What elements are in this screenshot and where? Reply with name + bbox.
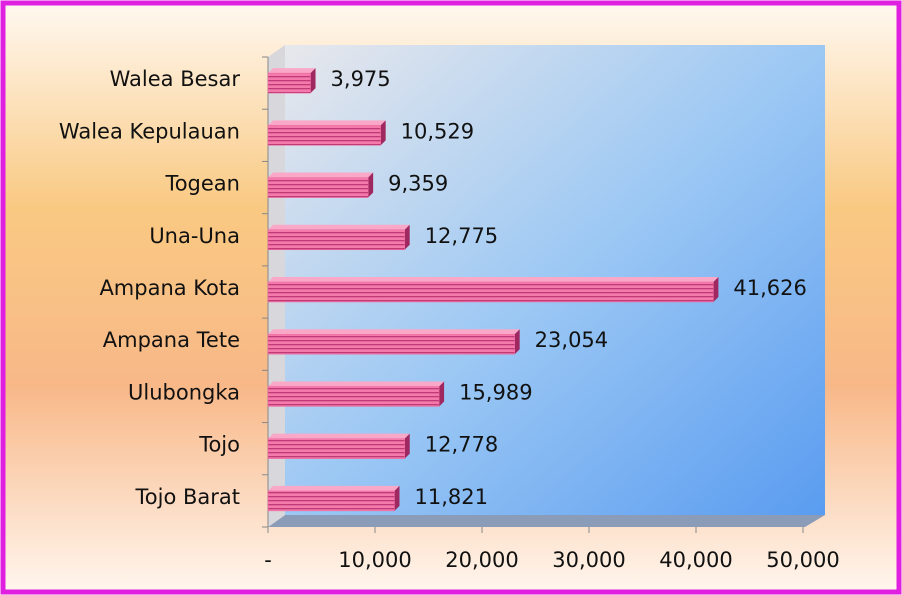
value-label: 15,989 (459, 380, 532, 404)
bar-top (268, 381, 445, 387)
bar-side (514, 329, 520, 355)
bar (267, 386, 440, 407)
bar (267, 281, 714, 303)
x-tick-label: 10,000 (338, 548, 411, 572)
value-label: 9,359 (388, 172, 448, 196)
bar-top (268, 172, 374, 178)
bar (267, 490, 395, 512)
bar-top (268, 224, 410, 230)
bar-top (268, 68, 316, 74)
y-tick-label: Ulubongka (128, 380, 240, 404)
bar (267, 72, 311, 94)
bar-top (268, 329, 520, 335)
bar (267, 438, 405, 459)
x-tick-label: - (264, 548, 272, 572)
bar-side (394, 485, 400, 511)
bar (267, 229, 405, 251)
y-tick-label: Walea Besar (110, 67, 241, 91)
x-tick-label: 20,000 (445, 548, 518, 572)
y-tick-label: Ampana Tete (103, 328, 240, 352)
bar-side (404, 433, 410, 459)
bar (267, 333, 515, 355)
bar-side (310, 68, 316, 94)
y-tick-label: Tojo (198, 433, 240, 457)
y-tick-label: Tojo Barat (135, 485, 240, 509)
y-tick-label: Ampana Kota (99, 276, 240, 300)
x-tick-label: 50,000 (766, 548, 839, 572)
value-label: 23,054 (535, 328, 608, 352)
bar (267, 125, 381, 146)
y-tick-label: Togean (164, 172, 240, 196)
bar-top (268, 120, 386, 126)
bar-side (713, 277, 719, 302)
bar-side (380, 120, 386, 146)
x-tick-label: 40,000 (659, 548, 732, 572)
bar-top (268, 433, 410, 439)
bar-side (404, 224, 410, 250)
bar (267, 177, 369, 198)
value-label: 12,775 (425, 224, 498, 248)
bar-top (268, 485, 400, 491)
value-label: 41,626 (733, 276, 806, 300)
bar-side (368, 172, 374, 198)
value-label: 10,529 (401, 119, 474, 143)
bar-top (268, 277, 719, 282)
y-tick-label: Walea Kepulauan (59, 119, 240, 143)
value-label: 11,821 (414, 485, 487, 509)
floor (268, 515, 825, 527)
bar-side (439, 381, 445, 407)
x-tick-label: 30,000 (552, 548, 625, 572)
value-label: 12,778 (425, 433, 498, 457)
y-tick-label: Una-Una (149, 224, 240, 248)
value-label: 3,975 (331, 67, 391, 91)
